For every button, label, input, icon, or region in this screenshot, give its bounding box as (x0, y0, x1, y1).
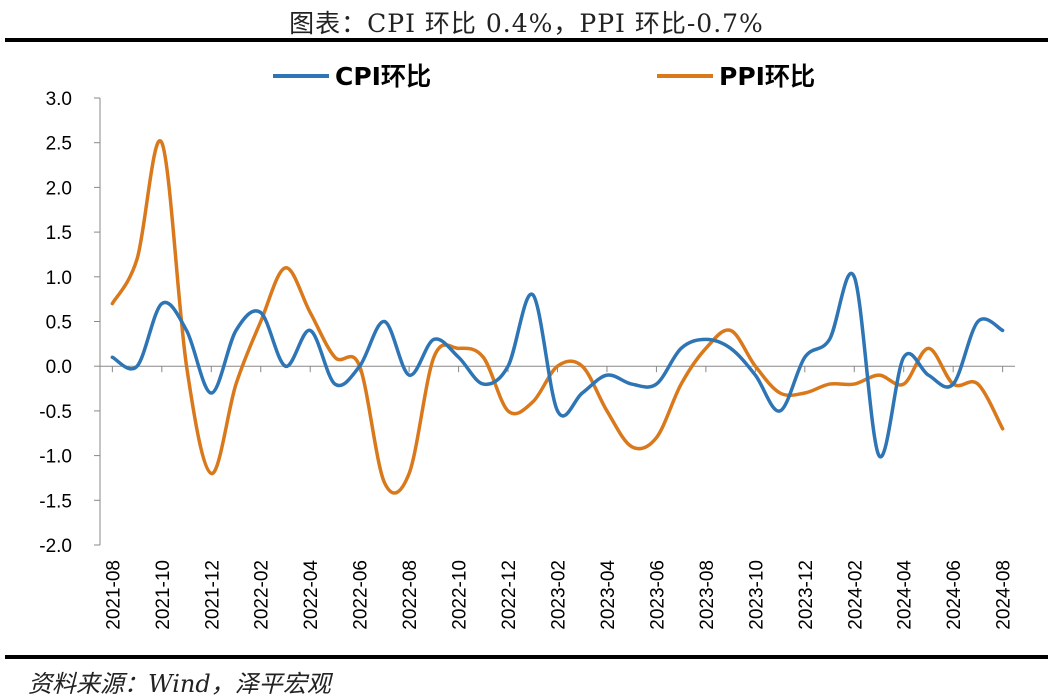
x-tick-label: 2022-08 (400, 560, 421, 630)
x-tick-label: 2024-06 (944, 560, 965, 630)
y-tick-label: 1.0 (46, 268, 72, 289)
x-tick-label: 2023-02 (549, 560, 570, 630)
y-tick-label: 0.0 (46, 357, 72, 378)
x-tick-label: 2021-12 (202, 560, 223, 630)
x-tick-label: 2024-08 (994, 560, 1015, 630)
series-line-cpi (110, 271, 1005, 459)
x-tick-label: 2022-10 (450, 560, 471, 630)
legend-label-ppi: PPI环比 (719, 62, 815, 91)
y-tick-label: 0.5 (46, 313, 72, 334)
x-tick-label: 2023-10 (746, 560, 767, 630)
y-tick-label: -2.0 (39, 536, 72, 557)
y-tick-label: 2.5 (46, 134, 72, 155)
x-tick-label: 2023-06 (647, 560, 668, 630)
y-tick-label: 2.0 (46, 178, 72, 199)
y-tick-label: 3.0 (46, 89, 72, 110)
x-tick-label: 2021-10 (153, 560, 174, 630)
y-tick-label: -1.5 (39, 491, 72, 512)
x-tick-label: 2021-08 (103, 560, 124, 630)
x-tick-label: 2024-04 (895, 560, 916, 630)
x-tick-label: 2024-02 (845, 560, 866, 630)
y-tick-label: 1.5 (46, 223, 72, 244)
legend-label-cpi: CPI环比 (335, 62, 431, 91)
y-tick-label: -0.5 (39, 402, 72, 423)
x-tick-label: 2022-06 (351, 560, 372, 630)
x-tick-label: 2022-04 (301, 560, 322, 630)
x-tick-label: 2023-04 (598, 560, 619, 630)
chart-title: 图表：CPI 环比 0.4%，PPI 环比-0.7% (289, 9, 764, 38)
x-tick-label: 2023-12 (796, 560, 817, 630)
x-tick-label: 2022-02 (252, 560, 273, 630)
y-tick-label: -1.0 (39, 447, 72, 468)
top-rule (5, 38, 1048, 42)
series-line-ppi (110, 138, 1005, 495)
bottom-rule (5, 655, 1048, 659)
source-note: 资料来源：Wind，泽平宏观 (28, 670, 331, 698)
x-tick-label: 2022-12 (499, 560, 520, 630)
x-tick-label: 2023-08 (697, 560, 718, 630)
